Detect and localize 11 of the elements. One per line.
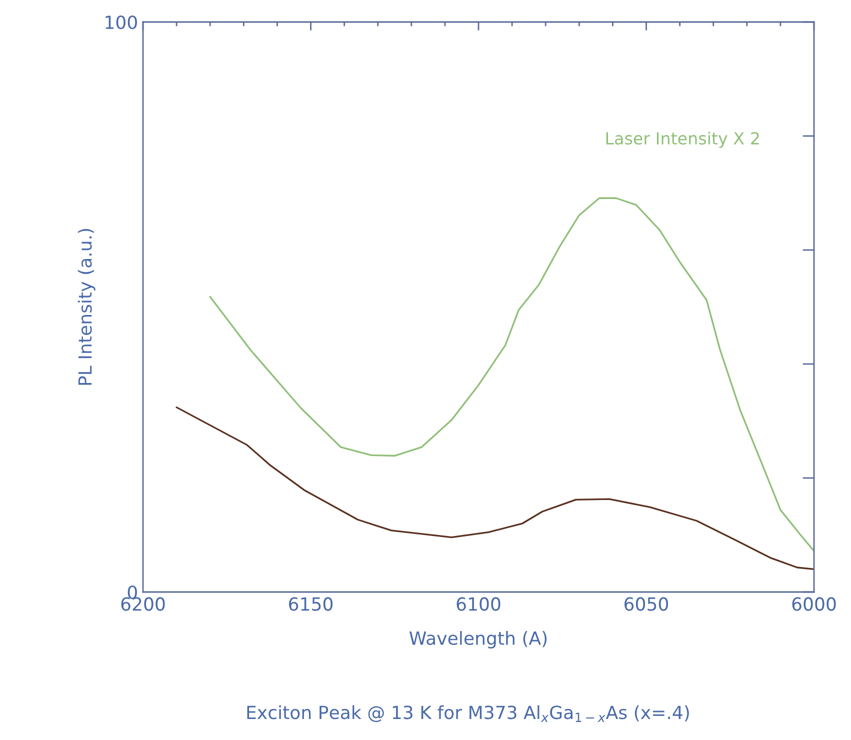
text: Laser Intensity X 2 (606, 132, 759, 148)
y-axis-title: PL Intensity (a.u.) (78, 229, 96, 385)
text: Exciton Peak @ 13 K for M373 Al$_{x}$Ga$_{1−x}$As (x=.4) (247, 705, 689, 722)
y-tick-label: 0 (128, 585, 137, 600)
x-tick-label: 6050 (624, 597, 668, 611)
x-tick-label: 6150 (289, 597, 333, 611)
x-tick-label: 6100 (456, 597, 500, 611)
x-tick-label: 6200 (121, 597, 165, 611)
x-axis-title: Wavelength (A) (409, 631, 547, 648)
y-tick-label: 100 (106, 15, 137, 30)
x-tick-label: 6000 (792, 597, 836, 611)
